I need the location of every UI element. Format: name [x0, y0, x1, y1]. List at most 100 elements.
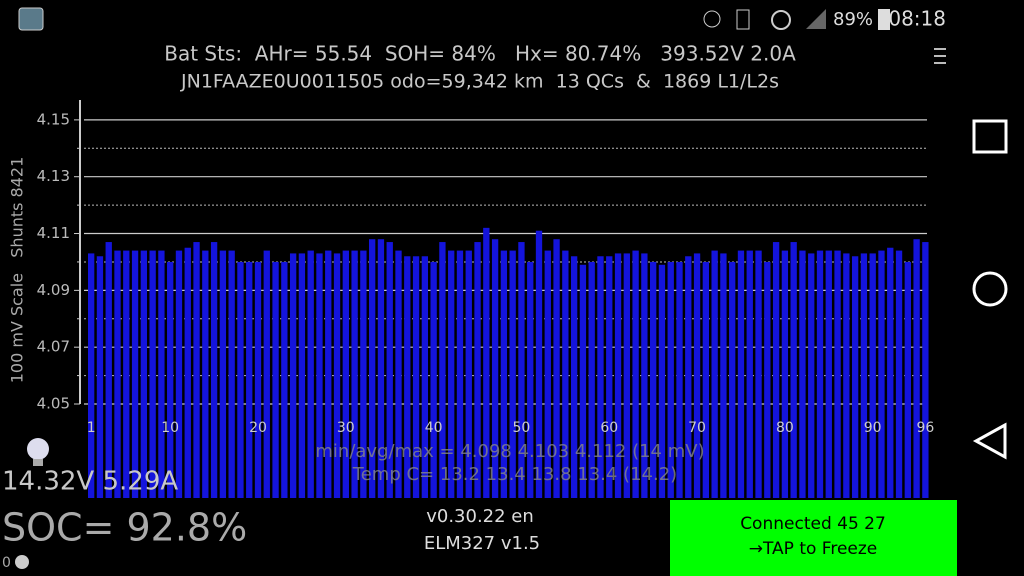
bar [193, 242, 200, 498]
alarm-icon [771, 10, 791, 30]
bar [790, 242, 797, 498]
bar [289, 253, 297, 498]
bar [123, 250, 130, 498]
bar [351, 250, 358, 498]
bar [579, 264, 587, 498]
x-tick-label: 70 [688, 420, 706, 436]
bar [237, 261, 244, 498]
bar [518, 242, 525, 498]
bar [650, 261, 657, 498]
bar [808, 253, 815, 498]
bar [316, 253, 323, 498]
clock: 08:18 [888, 7, 946, 31]
bar [667, 261, 674, 498]
bar [895, 250, 903, 498]
bar [772, 242, 780, 498]
bar [720, 253, 727, 498]
bar [676, 261, 683, 498]
signal-icon [806, 9, 826, 29]
bar [878, 250, 885, 498]
bar [228, 250, 235, 498]
bar [131, 250, 139, 498]
bar [755, 250, 762, 498]
bar [693, 253, 701, 498]
x-tick-label: 1 [87, 420, 96, 436]
bar [711, 250, 718, 498]
x-tick-label: 96 [916, 420, 934, 436]
bar [114, 250, 121, 498]
bar [281, 261, 288, 498]
bar [527, 261, 534, 498]
header-line: JN1FAAZE0U0011505 odo=59,342 km 13 QCs &… [180, 71, 779, 93]
status-button-bg[interactable] [670, 500, 957, 576]
bar [377, 239, 385, 498]
bar [614, 253, 622, 498]
y-tick-label: 4.13 [37, 167, 70, 185]
bar [96, 256, 104, 498]
bar [570, 256, 578, 498]
y-axis-label: 100 mV Scale Shunts 8421 [8, 157, 27, 384]
x-tick-label: 30 [337, 420, 355, 436]
y-tick-label: 4.05 [37, 395, 70, 413]
bar [272, 261, 279, 498]
bar [333, 253, 341, 498]
bar [483, 227, 490, 498]
bar [491, 239, 499, 498]
bar [781, 250, 789, 498]
home-button[interactable] [972, 271, 1008, 307]
menu-icon[interactable] [934, 48, 946, 64]
bar [404, 256, 411, 498]
bar [298, 253, 306, 498]
bar [500, 250, 508, 498]
battery-text: 89% [833, 9, 873, 30]
y-tick-label: 4.15 [37, 110, 70, 128]
x-tick-label: 20 [249, 420, 267, 436]
x-tick-label: 40 [425, 420, 443, 436]
bar [825, 250, 832, 498]
bar [210, 242, 218, 498]
status-text: →TAP to Freeze [749, 539, 878, 559]
bar [263, 250, 270, 498]
bar [509, 250, 516, 498]
bulb-icon[interactable] [27, 438, 49, 466]
bar [219, 250, 227, 498]
bar [175, 250, 183, 498]
recents-button[interactable] [972, 119, 1008, 154]
bar [167, 261, 174, 498]
bar [887, 247, 894, 498]
x-tick-label: 60 [600, 420, 618, 436]
bar [474, 242, 481, 498]
y-tick-label: 4.11 [37, 224, 70, 242]
stats-line: Temp C= 13.2 13.4 13.8 13.4 (14.2) [352, 464, 677, 485]
app-icon [18, 7, 44, 31]
bar [632, 250, 639, 498]
bar [851, 256, 859, 498]
back-button[interactable] [972, 422, 1007, 460]
bar [904, 261, 911, 498]
bar [448, 250, 455, 498]
bar [430, 261, 437, 498]
vibrate-icon [736, 9, 750, 30]
bar [421, 256, 429, 498]
bar [843, 253, 850, 498]
bar [369, 239, 376, 498]
y-tick-label: 4.07 [37, 338, 70, 356]
bar [553, 239, 560, 498]
bar [597, 256, 604, 498]
adapter-version: ELM327 v1.5 [424, 533, 540, 554]
bar [360, 250, 367, 498]
bar [246, 261, 253, 498]
bluetooth-icon [703, 10, 721, 28]
bar [729, 261, 736, 498]
status-text: Connected 45 27 [740, 514, 886, 534]
bar [88, 253, 95, 498]
battery-icon [878, 9, 890, 30]
bar [641, 253, 648, 498]
status-button[interactable]: Connected 45 27 →TAP to Freeze [670, 500, 957, 576]
bar [535, 230, 543, 498]
bar [325, 250, 332, 498]
bar [764, 261, 771, 498]
bar [623, 253, 630, 498]
bar [544, 250, 551, 498]
